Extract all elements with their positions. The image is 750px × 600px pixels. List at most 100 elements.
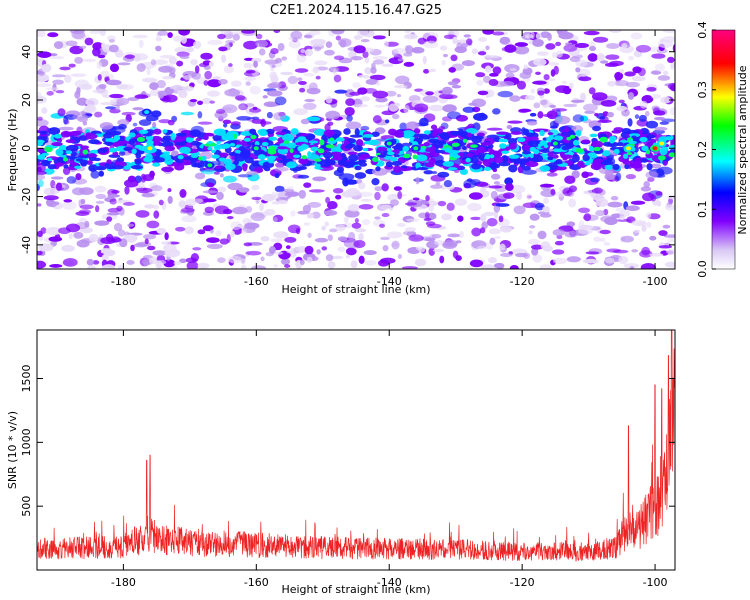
spectrogram-cell [319, 139, 325, 146]
spectrogram-cell [469, 259, 484, 268]
spectrogram-cell [55, 162, 64, 167]
spectrogram-cell [357, 191, 374, 197]
spectrogram-cell [489, 154, 495, 159]
spectrogram-cell [406, 218, 420, 222]
spectrogram-cell [63, 115, 68, 125]
spectrogram-cell [532, 80, 547, 85]
spectrogram-cell [198, 62, 208, 68]
spectrogram-x-tick-label: -140 [377, 275, 402, 288]
spectrogram-x-tick-label: -120 [510, 275, 535, 288]
spectrogram-cell [107, 212, 120, 216]
spectrogram-cell [510, 127, 522, 133]
spectrogram-cell [480, 264, 497, 269]
spectrogram-cell [262, 95, 268, 99]
spectrogram-cell [484, 55, 500, 59]
spectrogram-x-tick-label: -100 [643, 275, 668, 288]
spectrogram-cell [535, 71, 541, 76]
spectrogram-cell [209, 229, 215, 234]
spectrogram-cell [625, 205, 640, 211]
spectrogram-cell [582, 258, 599, 264]
spectrogram-cell [190, 157, 198, 163]
spectrogram-cell [600, 160, 614, 165]
spectrogram-cell [145, 153, 153, 161]
spectrogram-cell [371, 178, 380, 186]
spectrogram-cell [658, 245, 673, 249]
spectrogram-cell [77, 116, 88, 123]
spectrogram-cell [225, 39, 236, 44]
colorbar-label: Normalized spectral amplitude [736, 65, 749, 234]
spectrogram-cell [414, 258, 427, 267]
spectrogram-cell [505, 183, 514, 192]
spectrogram-cell [273, 30, 281, 34]
spectrogram-cell [243, 242, 253, 247]
spectrogram-cell [117, 62, 131, 66]
spectrogram-cell [79, 45, 87, 50]
spectrogram-cell [646, 221, 652, 228]
spectrogram-cell [136, 63, 146, 72]
spectrogram-cell [510, 131, 522, 135]
spectrogram-cell [603, 241, 611, 246]
spectrogram-cell [82, 149, 89, 155]
spectrogram-cell [301, 155, 308, 160]
spectrogram-cell [80, 198, 86, 205]
spectrogram-cell [499, 36, 511, 45]
spectrogram-cell [424, 237, 436, 242]
spectrogram-cell [571, 170, 580, 179]
spectrogram-cell [423, 170, 434, 175]
spectrogram-cell [306, 87, 321, 95]
spectrogram-cell [393, 165, 402, 173]
spectrogram-cell [486, 218, 498, 227]
spectrogram-cell [629, 162, 643, 169]
spectrogram-cell [403, 153, 411, 159]
spectrogram-cell [629, 133, 641, 138]
spectrogram-cell [187, 137, 193, 141]
spectrogram-cell [532, 38, 544, 47]
spectrogram-cell [345, 247, 357, 256]
spectrogram-cell [41, 107, 48, 114]
spectrogram-cell [488, 185, 503, 189]
spectrogram-cell [504, 44, 517, 53]
spectrogram-cell [401, 266, 418, 269]
spectrogram-cell [284, 236, 297, 243]
spectrogram-cell [452, 250, 459, 259]
spectrogram-cell [124, 54, 135, 59]
spectrogram-cell [517, 137, 526, 143]
spectrogram-cell [66, 176, 77, 184]
spectrogram-cell [529, 225, 536, 229]
spectrogram-cell [508, 142, 517, 150]
spectrogram-cell [631, 75, 646, 82]
spectrogram-cell [49, 264, 63, 268]
spectrogram-cell [88, 233, 99, 243]
spectrogram-cell [277, 42, 285, 52]
spectrogram-cell [234, 95, 246, 101]
spectrogram-cell [108, 73, 115, 80]
spectrogram-cell [391, 113, 400, 120]
spectrogram-cell [417, 167, 429, 171]
spectrogram-cell [477, 146, 487, 154]
spectrogram-cell [150, 185, 163, 192]
spectrogram-cell [627, 92, 635, 100]
spectrogram-cell [131, 148, 137, 155]
spectrogram-cell [229, 31, 245, 35]
spectrogram-cell [423, 68, 430, 74]
spectrogram-cell [634, 114, 640, 119]
spectrogram-cell [300, 118, 310, 125]
spectrogram-cell [153, 204, 159, 210]
spectrogram-hotspot [147, 146, 153, 151]
spectrogram-cell [490, 190, 498, 200]
spectrogram-cell [547, 33, 552, 41]
spectrogram-cell [111, 165, 124, 170]
spectrogram-cell [153, 128, 162, 135]
spectrogram-cell [65, 155, 76, 160]
spectrogram-cell [268, 155, 276, 161]
spectrogram-cell [153, 210, 160, 219]
spectrogram-cell [461, 145, 467, 151]
chart-title: C2E1.2024.115.16.47.G25 [270, 3, 442, 18]
spectrogram-cell [229, 142, 236, 147]
spectrogram-cell [556, 30, 568, 36]
spectrogram-cell [397, 58, 404, 62]
spectrogram-cell [230, 230, 235, 238]
spectrogram-cell [244, 76, 257, 81]
spectrogram-cell [526, 193, 532, 201]
spectrogram-cell [323, 129, 335, 137]
